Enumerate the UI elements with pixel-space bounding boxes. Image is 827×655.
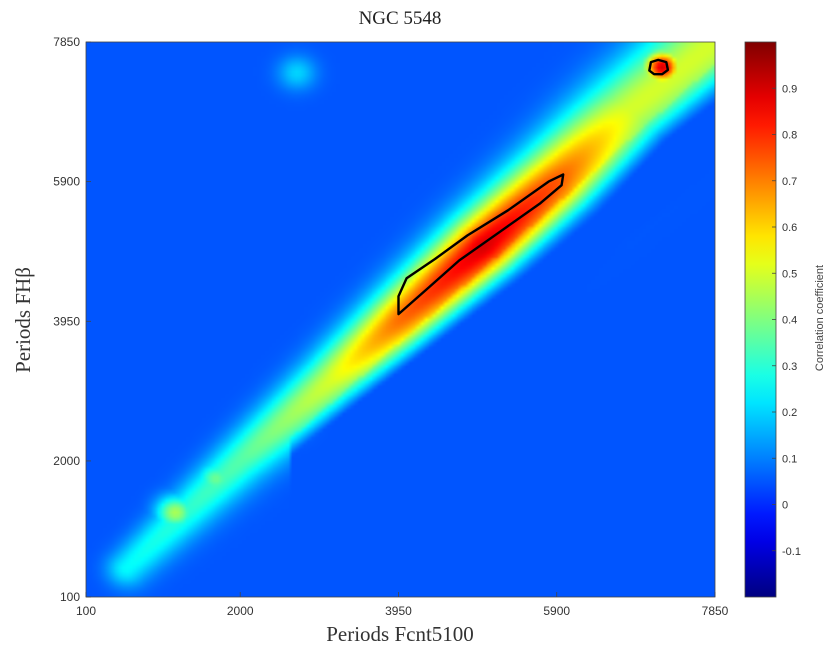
y-tick-label: 5900 [53, 175, 80, 189]
y-tick-label: 7850 [53, 35, 80, 49]
heatmap-image [86, 42, 715, 597]
colorbar-tick-label: 0.9 [782, 83, 797, 95]
colorbar-tick-label: 0.1 [782, 453, 797, 465]
contour-line-1 [648, 58, 670, 76]
x-axis-label: Periods Fcnt5100 [326, 622, 474, 646]
plot-frame [85, 41, 716, 598]
y-tick-label: 2000 [53, 454, 80, 468]
y-tick-label: 3950 [53, 314, 80, 328]
colorbar-tick-label: 0.4 [782, 315, 797, 327]
x-tick-label: 7850 [702, 604, 729, 618]
x-tick-label: 5900 [543, 604, 570, 618]
plot-area [86, 42, 715, 597]
x-tick-label: 2000 [227, 604, 254, 618]
y-tick-label: 100 [60, 590, 80, 604]
x-tick-label: 3950 [385, 604, 412, 618]
colorbar-tick-label: 0.7 [782, 176, 797, 188]
colorbar-tick-label: 0.6 [782, 222, 797, 234]
colorbar-tick-label: 0.2 [782, 407, 797, 419]
colorbar-tick-label: 0.3 [782, 361, 797, 373]
contour-line-0 [397, 173, 565, 316]
colorbar-tick-label: 0.5 [782, 268, 797, 280]
y-axis-label: Periods FHβ [11, 267, 35, 373]
colorbar-label: Correlation coefficient [814, 265, 826, 371]
contour-layer [397, 58, 670, 316]
colorbar [744, 41, 777, 598]
x-axis-ticks: 100 2000 3950 5900 7850 [76, 592, 729, 618]
y-axis-ticks: 100 2000 3950 5900 7850 [53, 35, 91, 604]
colorbar-tick-label: 0.8 [782, 130, 797, 142]
chart-title: NGC 5548 [359, 8, 442, 29]
colorbar-tick-label: 0 [782, 500, 788, 512]
colorbar-tick-label: -0.1 [782, 546, 801, 558]
x-tick-label: 100 [76, 604, 96, 618]
colorbar-ticks: -0.1 0 0.1 0.2 0.3 0.4 0.5 0.6 0.7 0.8 0.9 [772, 83, 801, 558]
